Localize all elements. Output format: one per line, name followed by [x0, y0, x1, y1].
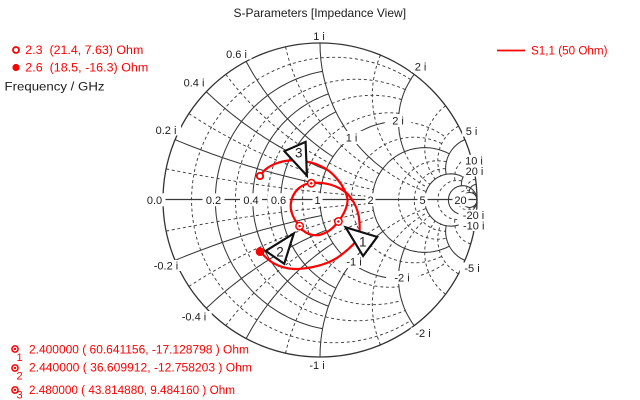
svg-text:-10 i: -10 i — [463, 221, 484, 233]
svg-text:Frequency / GHz: Frequency / GHz — [5, 82, 105, 94]
svg-text:2: 2 — [276, 245, 284, 260]
svg-text:10 i: 10 i — [465, 155, 483, 167]
svg-text:-2 i: -2 i — [394, 273, 409, 285]
svg-text:S1,1 (50 Ohm): S1,1 (50 Ohm) — [531, 46, 608, 58]
svg-text:2.440000 ( 36.609912, -12.7582: 2.440000 ( 36.609912, -12.758203 ) Ohm — [29, 363, 252, 375]
svg-text:5 i: 5 i — [466, 126, 478, 138]
svg-text:0.4: 0.4 — [243, 195, 258, 207]
svg-text:-1 i: -1 i — [309, 360, 324, 372]
svg-text:5: 5 — [419, 195, 425, 207]
svg-text:2: 2 — [367, 195, 373, 207]
svg-text:-2 i: -2 i — [415, 328, 430, 340]
svg-text:-0.2 i: -0.2 i — [154, 261, 178, 273]
svg-text:2.480000 ( 43.814880, 9.484160: 2.480000 ( 43.814880, 9.484160 ) Ohm — [29, 385, 235, 397]
svg-text:2 i: 2 i — [392, 116, 404, 128]
svg-text:20 i: 20 i — [466, 166, 484, 178]
svg-text:2 i: 2 i — [415, 62, 427, 74]
svg-text:-1 i: -1 i — [346, 257, 361, 269]
svg-text:2.400000 ( 60.641156, -17.1287: 2.400000 ( 60.641156, -17.128798 ) Ohm — [29, 345, 249, 357]
svg-text:2.6 (18.5, -16.3) Ohm: 2.6 (18.5, -16.3) Ohm — [25, 63, 148, 75]
svg-text:0.6 i: 0.6 i — [226, 49, 247, 61]
svg-text:0.2 i: 0.2 i — [156, 125, 177, 137]
svg-text:0.2: 0.2 — [206, 195, 221, 207]
svg-text:0.6: 0.6 — [271, 195, 286, 207]
svg-text:3: 3 — [16, 390, 22, 400]
svg-text:20: 20 — [454, 195, 466, 207]
svg-text:-5 i: -5 i — [464, 263, 479, 275]
svg-text:S-Parameters [Impedance View]: S-Parameters [Impedance View] — [234, 6, 407, 20]
svg-text:1: 1 — [359, 235, 367, 250]
svg-text:1: 1 — [16, 352, 22, 364]
svg-text:3: 3 — [295, 146, 303, 161]
svg-text:0.0: 0.0 — [147, 195, 162, 207]
svg-text:-20 i: -20 i — [463, 210, 484, 222]
svg-text:0.4 i: 0.4 i — [184, 78, 205, 90]
svg-text:1: 1 — [314, 195, 320, 207]
svg-text:2: 2 — [16, 371, 22, 383]
svg-text:-0.4 i: -0.4 i — [182, 312, 206, 324]
svg-text:1 i: 1 i — [313, 31, 325, 43]
svg-text:1 i: 1 i — [346, 133, 358, 145]
svg-text:2.3 (21.4, 7.63) Ohm: 2.3 (21.4, 7.63) Ohm — [25, 45, 143, 57]
